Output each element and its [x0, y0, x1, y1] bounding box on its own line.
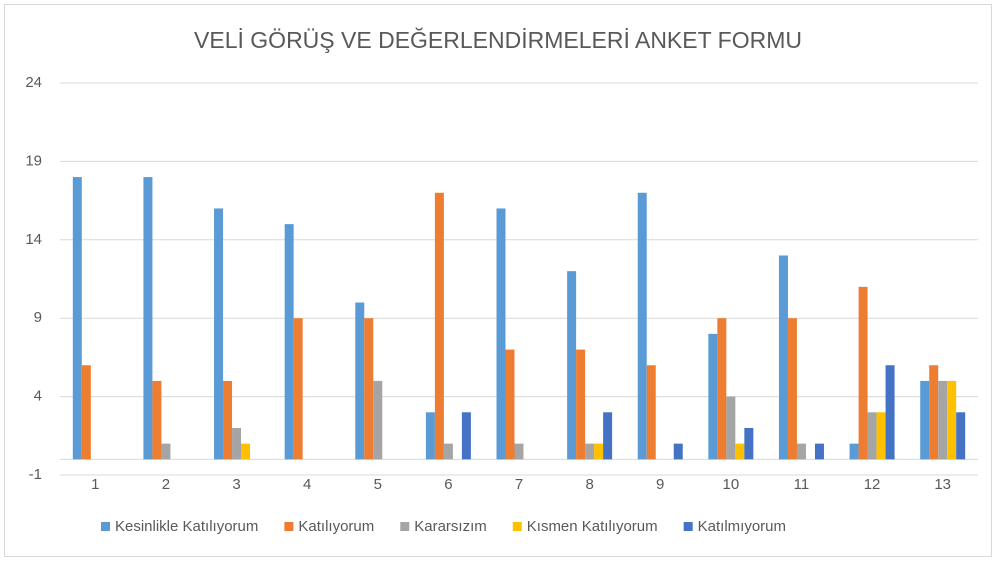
bar [461, 412, 471, 460]
bar [885, 365, 895, 460]
x-tick-label: 12 [864, 476, 881, 493]
bar [364, 318, 374, 460]
bar [735, 443, 745, 460]
x-tick-label: 4 [303, 476, 311, 493]
y-tick-label: 24 [25, 74, 42, 91]
y-tick-label: 19 [25, 152, 42, 169]
legend-swatch [512, 522, 522, 531]
legend-label: Katılıyorum [298, 518, 374, 535]
bar [72, 177, 82, 460]
bar [284, 224, 294, 460]
legend-label: Kesinlikle Katılıyorum [115, 518, 258, 535]
bar [744, 427, 754, 460]
bar [603, 412, 613, 460]
bar [425, 412, 435, 460]
bar [646, 365, 656, 460]
legend-swatch [284, 522, 294, 531]
bar [673, 443, 683, 460]
bar [787, 318, 797, 460]
y-tick-label: 4 [34, 388, 42, 405]
bar [505, 349, 515, 460]
bar [858, 286, 868, 460]
y-tick-label: -1 [29, 466, 42, 483]
bar [143, 177, 153, 460]
bar [152, 380, 162, 460]
legend-label: Katılmıyorum [698, 518, 786, 535]
bar [708, 333, 718, 460]
bar [514, 443, 524, 460]
bar [355, 302, 365, 460]
bar [293, 318, 303, 460]
x-tick-label: 13 [934, 476, 951, 493]
x-tick-label: 2 [162, 476, 170, 493]
bar [496, 208, 506, 460]
bar [232, 427, 242, 460]
bar [214, 208, 224, 460]
bar [867, 412, 877, 460]
legend-swatch [683, 522, 693, 531]
x-tick-label: 1 [91, 476, 99, 493]
x-tick-label: 8 [585, 476, 593, 493]
legend-swatch [400, 522, 410, 531]
bar [778, 255, 788, 460]
x-tick-label: 3 [232, 476, 240, 493]
bar [929, 365, 939, 460]
bar [161, 443, 171, 460]
bar [938, 380, 948, 460]
x-tick-label: 9 [656, 476, 664, 493]
x-tick-label: 5 [374, 476, 382, 493]
bar [223, 380, 233, 460]
x-tick-label: 11 [794, 476, 810, 493]
legend-label: Kısmen Katılıyorum [527, 518, 658, 535]
bar [717, 318, 727, 460]
y-tick-label: 9 [34, 309, 42, 326]
bar [637, 192, 647, 460]
bar [585, 443, 595, 460]
bar [876, 412, 886, 460]
bar [956, 412, 966, 460]
legend-label: Kararsızım [414, 518, 487, 535]
bar [594, 443, 604, 460]
y-tick-label: 14 [25, 231, 42, 248]
x-tick-label: 10 [723, 476, 740, 493]
bar [576, 349, 586, 460]
bar [726, 396, 736, 460]
bar [947, 380, 957, 460]
x-tick-label: 6 [444, 476, 452, 493]
bar [567, 271, 577, 460]
chart-title: VELİ GÖRÜŞ VE DEĞERLENDİRMELERİ ANKET FO… [194, 27, 802, 53]
bar [373, 380, 383, 460]
legend-swatch [101, 522, 110, 531]
bar [241, 443, 251, 460]
bar [920, 380, 930, 460]
bar [81, 365, 91, 460]
bar [443, 443, 453, 460]
bar [434, 192, 444, 460]
bar [849, 443, 859, 460]
bar [796, 443, 806, 460]
bar [814, 443, 824, 460]
x-tick-label: 7 [515, 476, 523, 493]
